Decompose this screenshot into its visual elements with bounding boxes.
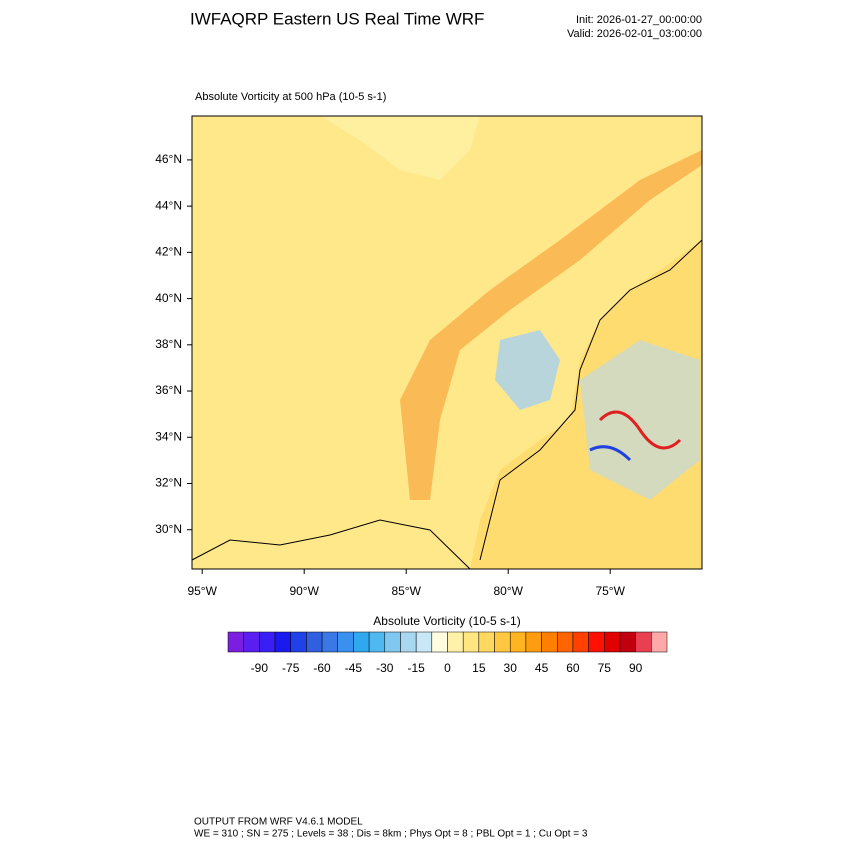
- x-tick-label: 75°W: [595, 584, 625, 598]
- colorbar-box: [619, 631, 636, 653]
- colorbar-box: [306, 631, 323, 653]
- y-tick-label: 40°N: [155, 291, 182, 305]
- x-tick-label: 95°W: [187, 584, 217, 598]
- colorbar-title: Absolute Vorticity (10-5 s-1): [373, 614, 520, 628]
- y-tick-label: 36°N: [155, 383, 182, 397]
- colorbar-box: [557, 631, 574, 653]
- colorbar-label: 15: [472, 661, 486, 675]
- colorbar-label: -75: [282, 661, 300, 675]
- colorbar-box: [290, 631, 307, 653]
- colorbar-label: 30: [504, 661, 518, 675]
- gulf-coast: [191, 519, 471, 570]
- eddy-streak: [589, 445, 632, 462]
- y-tick-label: 46°N: [155, 152, 182, 166]
- footer-line: WE = 310 ; SN = 275 ; Levels = 38 ; Dis …: [194, 829, 588, 840]
- map-frame: [191, 115, 703, 570]
- init-time: Init: 2026-01-27_00:00:00: [576, 14, 702, 26]
- atlantic-coast: [479, 239, 703, 561]
- colorbar-box: [384, 631, 401, 653]
- colorbar-box: [368, 631, 386, 653]
- panel-title: Absolute Vorticity at 500 hPa (10-5 s-1): [195, 91, 386, 103]
- x-tick-label: 80°W: [493, 584, 523, 598]
- colorbar-label: 0: [444, 661, 451, 675]
- colorbar-box: [462, 631, 480, 653]
- y-tick-label: 42°N: [155, 245, 182, 259]
- colorbar-box: [227, 631, 244, 653]
- colorbar-label: -45: [345, 661, 363, 675]
- eddy-streak: [598, 410, 682, 450]
- lake-region: [320, 116, 480, 180]
- colorbar-box: [259, 631, 276, 653]
- main-title: IWFAQRP Eastern US Real Time WRF: [190, 9, 484, 28]
- colorbar-label: 60: [566, 661, 580, 675]
- vorticity-band: [400, 150, 702, 500]
- colorbar-box: [572, 631, 589, 653]
- colorbar-box: [541, 631, 558, 653]
- footer-line: OUTPUT FROM WRF V4.6.1 MODEL: [194, 817, 363, 828]
- colorbar-box: [321, 631, 339, 653]
- colorbar-box: [651, 631, 668, 653]
- colorbar-box: [400, 631, 417, 653]
- colorbar-label: 90: [629, 661, 643, 675]
- negative-vorticity: [495, 330, 560, 410]
- colorbar-box: [588, 631, 605, 653]
- colorbar-box: [353, 631, 370, 653]
- y-tick-label: 30°N: [155, 522, 182, 536]
- y-tick-label: 32°N: [155, 476, 182, 490]
- y-tick-label: 38°N: [155, 337, 182, 351]
- colorbar-box: [494, 631, 511, 653]
- map: [191, 115, 703, 570]
- eddy-field: [580, 340, 700, 500]
- colorbar-box: [274, 631, 291, 653]
- colorbar-box: [604, 631, 621, 653]
- colorbar-box: [431, 631, 448, 653]
- colorbar-label: -90: [251, 661, 269, 675]
- colorbar-label: -15: [407, 661, 425, 675]
- y-tick-label: 44°N: [155, 198, 182, 212]
- colorbar-label: -30: [376, 661, 394, 675]
- colorbar-box: [243, 631, 260, 653]
- colorbar-box: [509, 631, 527, 653]
- x-tick-label: 85°W: [391, 584, 421, 598]
- colorbar-box: [478, 631, 495, 653]
- colorbar-box: [337, 631, 354, 653]
- valid-time: Valid: 2026-02-01_03:00:00: [567, 28, 702, 40]
- y-tick-label: 34°N: [155, 429, 182, 443]
- x-tick-label: 90°W: [289, 584, 319, 598]
- colorbar-box: [415, 631, 433, 653]
- colorbar-label: 45: [535, 661, 549, 675]
- colorbar-box: [525, 631, 542, 653]
- colorbar-label: 75: [598, 661, 612, 675]
- colorbar-label: -60: [313, 661, 331, 675]
- colorbar-box: [635, 631, 652, 653]
- colorbar-box: [447, 631, 464, 653]
